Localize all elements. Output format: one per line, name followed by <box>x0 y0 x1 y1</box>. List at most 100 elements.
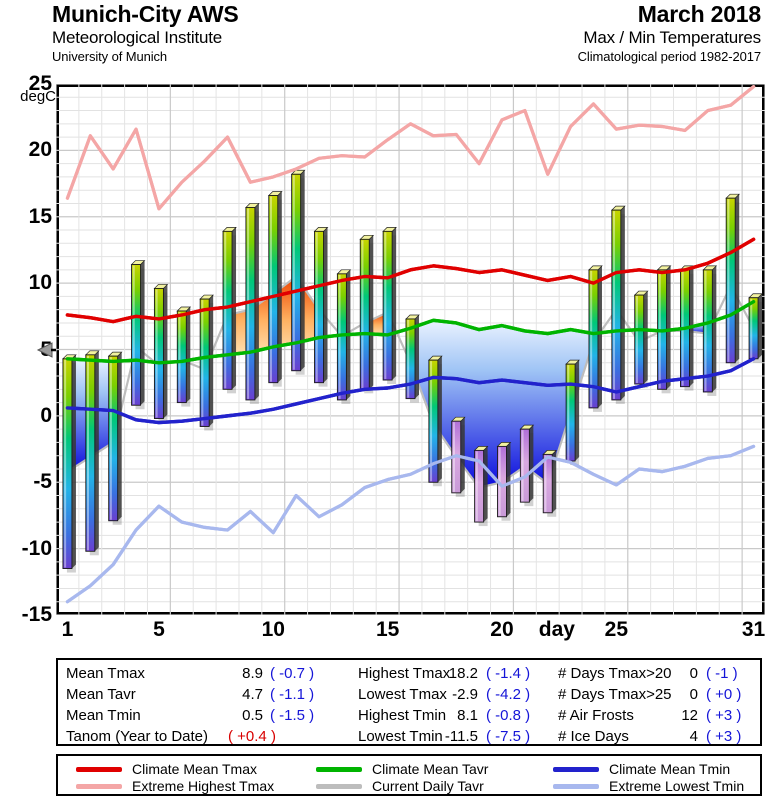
stat-value: -11.5 <box>444 728 478 745</box>
table-row <box>405 314 420 403</box>
table-row <box>267 191 283 387</box>
bar-gloss <box>430 361 433 482</box>
y-tick-label: -15 <box>21 603 52 626</box>
y-tick-label: 15 <box>28 204 52 228</box>
bar-side <box>758 293 763 359</box>
bar-side <box>712 265 717 392</box>
station-title: Munich-City AWS <box>52 1 239 27</box>
stat-label: # Days Tmax>25 <box>558 686 672 703</box>
bar-gloss <box>201 300 204 426</box>
stat-anomaly: ( -7.5 ) <box>486 728 531 745</box>
bar-gloss <box>407 319 410 398</box>
bar-gloss <box>178 312 181 402</box>
stat-label: # Ice Days <box>558 728 629 745</box>
bar-side <box>117 352 122 521</box>
bar-front-face <box>382 230 393 381</box>
table-row <box>725 193 741 367</box>
legend-color-swatch <box>553 784 599 789</box>
legend-item: Extreme Highest Tmax <box>76 777 286 795</box>
stat-label: Highest Tmax <box>358 665 451 682</box>
climate-mean-tmin-line-front <box>65 357 756 425</box>
stat-value: 0.5 <box>242 707 263 724</box>
stat-label: Lowest Tmin <box>358 728 443 745</box>
bar-front-face <box>314 230 324 384</box>
y-tick-label: -5 <box>33 470 52 494</box>
stat-anomaly: ( -1 ) <box>706 665 738 682</box>
bar-front-face <box>519 428 530 503</box>
bar-side <box>506 442 511 517</box>
x-tick-label: 5 <box>153 618 165 641</box>
legend-item-label: Climate Mean Tavr <box>372 761 489 777</box>
x-axis: 1 5 10 15 20 25 31 day <box>56 618 766 648</box>
bar-side <box>209 295 214 427</box>
stat-value: 8.9 <box>242 665 263 682</box>
table-row <box>359 234 375 394</box>
stat-value: 18.2 <box>448 665 478 682</box>
table-row <box>610 205 626 404</box>
bar-gloss <box>704 270 707 391</box>
table-row <box>107 351 123 525</box>
bar-side <box>323 227 328 383</box>
bar-side <box>643 291 648 385</box>
stat-anomaly: ( -1.4 ) <box>486 665 531 682</box>
stat-value: 0 <box>689 686 698 703</box>
stat-label: # Air Frosts <box>558 707 634 724</box>
stat-value: 4.7 <box>242 686 263 703</box>
legend-item-label: Current Daily Tavr <box>372 778 484 794</box>
university-name: University of Munich <box>52 49 168 64</box>
bar-side <box>300 170 305 371</box>
bar-front-face <box>108 355 119 522</box>
bar-front-face <box>405 318 416 400</box>
table-row <box>588 265 603 412</box>
y-tick-label: 10 <box>28 271 52 295</box>
legend-item-label: Extreme Highest Tmax <box>132 778 275 794</box>
legend-item: Climate Mean Tmax <box>76 760 286 778</box>
month-title: March 2018 <box>637 1 762 27</box>
bar-gloss <box>87 355 90 551</box>
table-row <box>382 227 397 385</box>
legend-item-label: Climate Mean Tmin <box>609 761 731 777</box>
climatological-period: Climatological period 1982-2017 <box>577 49 761 64</box>
table-row <box>748 293 763 363</box>
stat-anomaly: ( +3 ) <box>706 707 742 724</box>
y-tick-label: 0 <box>40 403 52 427</box>
stat-value: 8.1 <box>457 707 478 724</box>
legend-item: Climate Mean Tavr <box>316 760 526 778</box>
legend-color-swatch <box>76 784 122 789</box>
x-tick-label: 1 <box>61 618 74 641</box>
stat-value: 12 <box>681 707 698 724</box>
table-row <box>84 350 100 556</box>
bar-side <box>735 194 740 363</box>
bar-side <box>552 450 557 513</box>
stat-anomaly: ( +3 ) <box>706 728 742 745</box>
chart-subtitle: Max / Min Temperatures <box>583 28 761 47</box>
header-right: March 2018 Max / Min Temperatures Climat… <box>577 1 762 65</box>
bar-gloss <box>475 451 478 522</box>
bar-front-face <box>176 310 187 404</box>
bar-gloss <box>613 211 616 399</box>
legend-item-label: Extreme Lowest Tmin <box>609 778 745 794</box>
bar-front-face <box>702 269 713 393</box>
stat-label: Mean Tmin <box>66 707 141 724</box>
bar-side <box>94 350 99 552</box>
extreme-lowest-tmin-line-front <box>65 444 756 604</box>
table-row <box>428 355 443 487</box>
bar-side <box>232 227 237 390</box>
bar-front-face <box>542 453 553 514</box>
bar-side <box>597 265 602 408</box>
stat-value: -2.9 <box>452 686 478 703</box>
bar-side <box>186 307 191 403</box>
table-row <box>565 359 580 466</box>
bar-gloss <box>750 298 753 358</box>
bar-side <box>369 235 374 390</box>
bar-front-face <box>268 195 279 384</box>
bar-side <box>483 446 488 523</box>
stat-anomaly: ( -1.5 ) <box>270 707 315 724</box>
y-axis-unit-label: degC <box>20 88 56 105</box>
bar-side <box>163 284 168 419</box>
stat-anomaly: ( -0.7 ) <box>270 665 315 682</box>
stat-label: Tanom (Year to Date) <box>66 728 209 745</box>
stat-label: Mean Tmax <box>66 665 145 682</box>
stat-label: Highest Tmin <box>358 707 447 724</box>
table-row <box>130 260 146 410</box>
